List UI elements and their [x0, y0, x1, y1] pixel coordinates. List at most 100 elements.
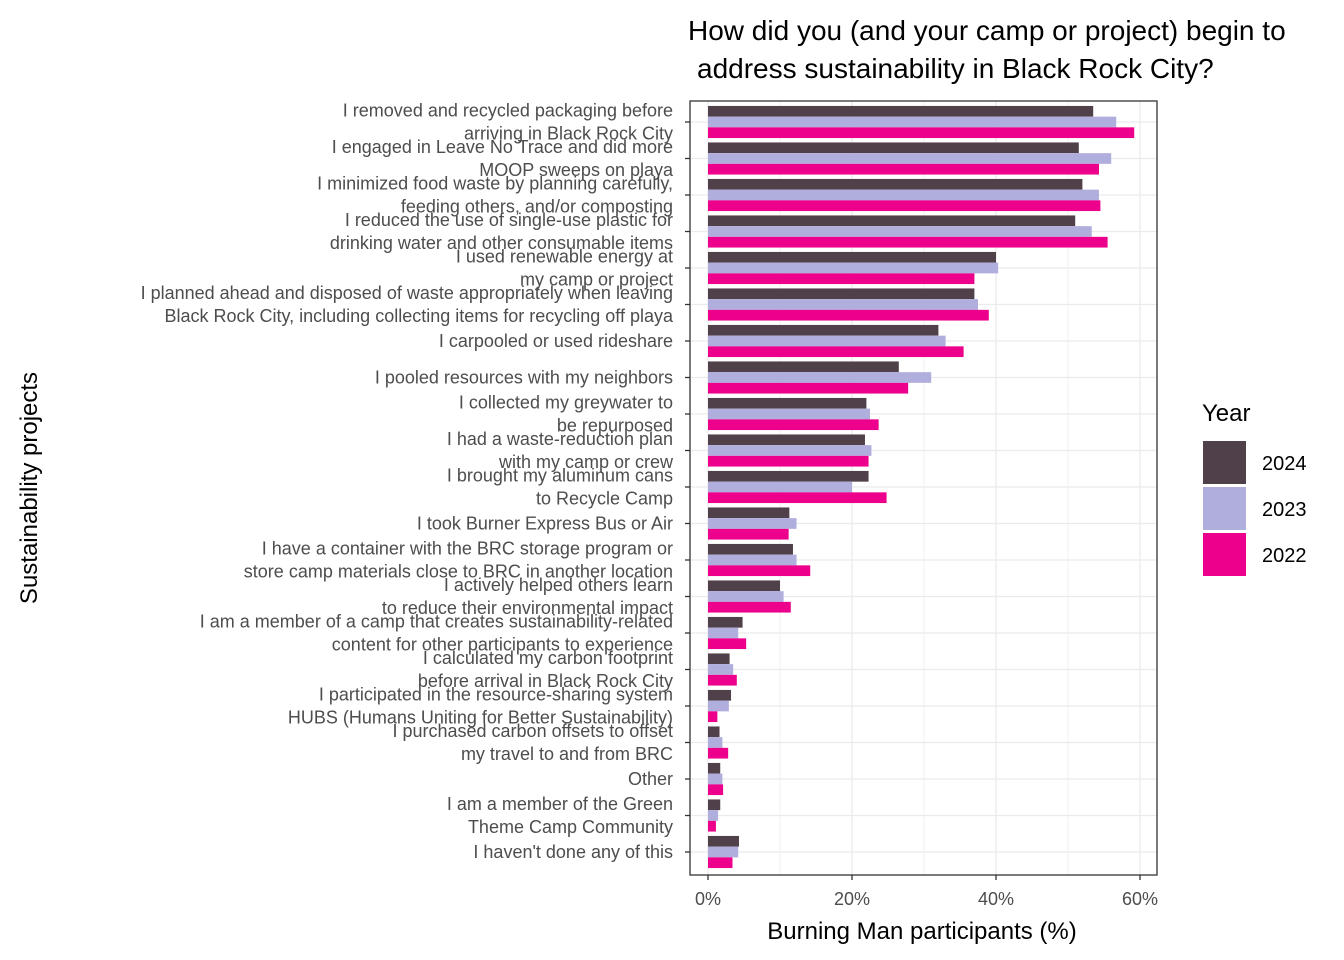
- category-label: drinking water and other consumable item…: [330, 233, 673, 253]
- panel-border: [689, 100, 1158, 876]
- x-axis-title: Burning Man participants (%): [767, 918, 1076, 945]
- category-label: I purchased carbon offsets to offset: [392, 721, 673, 741]
- category-label: I brought my aluminum cans: [447, 466, 673, 486]
- bar-2022: [708, 492, 887, 504]
- bar-2022: [708, 674, 737, 686]
- x-axis: 0% 20% 40% 60%: [695, 875, 1158, 909]
- bar-2022: [708, 638, 747, 650]
- category-label: MOOP sweeps on playa: [479, 160, 674, 180]
- category-label: I pooled resources with my neighbors: [375, 368, 673, 388]
- bar-2023: [708, 627, 739, 639]
- category-label: I reduced the use of single-use plastic …: [345, 210, 673, 230]
- bar-2023: [708, 773, 723, 785]
- bar-2024: [708, 689, 732, 701]
- category-label: Black Rock City, including collecting it…: [164, 306, 674, 326]
- bar-2023: [708, 737, 723, 748]
- category-label: I removed and recycled packaging before: [343, 101, 673, 121]
- bar-2024: [708, 835, 739, 847]
- bar-2024: [708, 653, 730, 665]
- category-label: to Recycle Camp: [536, 489, 673, 509]
- bar-2022: [708, 273, 975, 285]
- bar-2022: [708, 419, 879, 431]
- bar-2023: [708, 700, 729, 712]
- bar-2023: [708, 518, 797, 529]
- bar-2023: [708, 262, 999, 274]
- category-label: I have a container with the BRC storage …: [262, 539, 673, 559]
- category-label: I participated in the resource-sharing s…: [319, 685, 673, 705]
- category-label: I actively helped others learn: [444, 575, 673, 595]
- bar-2022: [708, 528, 789, 540]
- category-label: I minimized food waste by planning caref…: [317, 174, 673, 194]
- category-label: feeding others, and/or composting: [401, 197, 673, 217]
- chart-title-line-1: How did you (and your camp or project) b…: [688, 15, 1286, 46]
- bar-2023: [708, 116, 1117, 128]
- bar-2022: [708, 711, 718, 723]
- category-label: Other: [628, 769, 673, 789]
- category-label: Theme Camp Community: [468, 817, 673, 837]
- category-label: I planned ahead and disposed of waste ap…: [141, 283, 673, 303]
- bar-2023: [708, 554, 797, 566]
- legend-label: 2023: [1262, 499, 1307, 521]
- category-label: to reduce their environmental impact: [382, 598, 673, 618]
- legend: Year 2024 2023 2022: [1202, 400, 1307, 576]
- category-label: arriving in Black Rock City: [464, 124, 673, 144]
- category-label: content for other participants to experi…: [332, 635, 673, 655]
- bar-2022: [708, 346, 964, 358]
- bar-2023: [708, 226, 1092, 237]
- bar-2023: [708, 810, 719, 821]
- bar-2024: [708, 762, 721, 774]
- bar-2022: [708, 857, 733, 869]
- category-label: I am a member of the Green: [447, 794, 673, 814]
- bar-2024: [708, 251, 996, 263]
- bar-2023: [708, 591, 784, 602]
- bar-2022: [708, 200, 1101, 212]
- legend-swatch-2024: [1203, 441, 1246, 484]
- category-label: I haven't done any of this: [473, 842, 673, 862]
- bar-2024: [708, 507, 790, 519]
- bar-2023: [708, 189, 1099, 201]
- bar-2023: [708, 664, 734, 675]
- bar-2022: [708, 565, 811, 577]
- legend-swatch-2023: [1203, 487, 1246, 530]
- y-axis-title: Sustainability projects: [16, 372, 43, 604]
- chart-title-line-2: address sustainability in Black Rock Cit…: [697, 53, 1214, 84]
- bar-2024: [708, 580, 780, 592]
- category-label: with my camp or crew: [498, 452, 674, 472]
- category-label: I took Burner Express Bus or Air: [417, 514, 673, 534]
- bar-2023: [708, 335, 946, 347]
- bar-2023: [708, 846, 739, 858]
- bar-2022: [708, 747, 729, 759]
- bars: [708, 105, 1135, 869]
- bar-2024: [708, 616, 743, 628]
- y-axis: I removed and recycled packaging before …: [141, 101, 690, 862]
- x-tick-label: 20%: [834, 889, 870, 909]
- category-label: I engaged in Leave No Trace and did more: [332, 137, 673, 157]
- bar-2024: [708, 178, 1083, 190]
- category-label: HUBS (Humans Uniting for Better Sustaina…: [288, 708, 673, 728]
- bar-2024: [708, 799, 721, 811]
- bar-2024: [708, 397, 867, 409]
- category-label: I collected my greywater to: [459, 393, 673, 413]
- bar-2024: [708, 361, 899, 373]
- bar-2024: [708, 726, 720, 738]
- category-label: before arrival in Black Rock City: [418, 671, 673, 691]
- legend-swatch-2022: [1203, 533, 1246, 576]
- bar-2024: [708, 215, 1076, 227]
- bar-2022: [708, 127, 1135, 139]
- category-label: I am a member of a camp that creates sus…: [200, 612, 673, 632]
- x-tick-label: 0%: [695, 889, 721, 909]
- bar-2023: [708, 481, 852, 493]
- category-label: my camp or project: [520, 270, 673, 290]
- category-label: my travel to and from BRC: [461, 744, 673, 764]
- x-tick-label: 60%: [1122, 889, 1158, 909]
- bar-2023: [708, 372, 932, 383]
- category-label: store camp materials close to BRC in ano…: [244, 562, 673, 582]
- category-label: I used renewable energy at: [456, 247, 673, 267]
- bar-2022: [708, 382, 909, 394]
- bar-2023: [708, 299, 978, 310]
- bar-2024: [708, 434, 865, 446]
- bar-2023: [708, 408, 870, 420]
- bar-2024: [708, 288, 975, 300]
- category-label: be repurposed: [557, 416, 673, 436]
- bar-2024: [708, 324, 939, 336]
